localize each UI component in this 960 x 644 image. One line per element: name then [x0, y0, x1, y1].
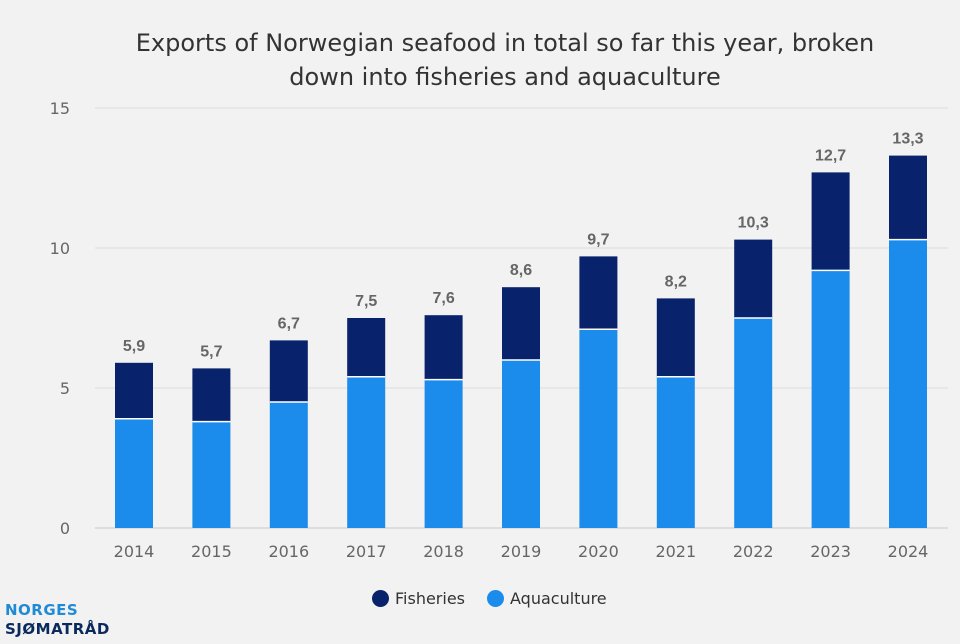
- bar-fisheries-2017: [347, 318, 386, 377]
- bar-fisheries-2018: [424, 315, 463, 380]
- legend-label-fisheries: Fisheries: [395, 589, 466, 608]
- bar-fisheries-2020: [579, 256, 618, 330]
- total-label-2022: 10,3: [738, 215, 769, 232]
- total-label-2021: 8,2: [665, 273, 687, 290]
- total-label-2023: 12,7: [815, 147, 846, 164]
- total-label-2018: 7,6: [432, 290, 454, 307]
- legend-item-aquaculture[interactable]: Aquaculture: [487, 589, 607, 608]
- x-tick-label-2017: 2017: [346, 542, 387, 561]
- total-label-2019: 8,6: [510, 262, 532, 279]
- bar-aquaculture-2019: [502, 360, 540, 528]
- bar-fisheries-2021: [656, 298, 695, 377]
- bar-aquaculture-2014: [115, 418, 153, 528]
- bar-fisheries-2014: [115, 362, 153, 419]
- x-tick-label-2022: 2022: [733, 542, 774, 561]
- x-tick-label-2014: 2014: [114, 542, 155, 561]
- total-label-2020: 9,7: [587, 231, 609, 248]
- x-tick-label-2020: 2020: [578, 542, 619, 561]
- x-tick-label-2015: 2015: [191, 542, 232, 561]
- x-tick-label-2016: 2016: [268, 542, 309, 561]
- logo-line-1: NORGES: [5, 601, 79, 619]
- bar-aquaculture-2024: [889, 239, 927, 528]
- y-tick-label: 5: [60, 379, 70, 398]
- bar-fisheries-2023: [811, 172, 850, 271]
- bar-fisheries-2015: [192, 368, 231, 422]
- legend-label-aquaculture: Aquaculture: [510, 589, 607, 608]
- y-tick-label: 0: [60, 519, 70, 538]
- bar-aquaculture-2018: [424, 379, 463, 528]
- x-tick-label-2019: 2019: [501, 542, 542, 561]
- logo-line-2: SJØMATRÅD: [5, 620, 110, 638]
- bar-aquaculture-2016: [269, 402, 308, 528]
- norges-sjomatrad-logo: NORGES SJØMATRÅD: [5, 601, 110, 639]
- x-tick-label-2024: 2024: [888, 542, 929, 561]
- total-label-2015: 5,7: [200, 343, 222, 360]
- y-tick-label: 15: [50, 99, 70, 118]
- total-label-2016: 6,7: [278, 315, 300, 332]
- bar-aquaculture-2015: [192, 421, 231, 528]
- bar-aquaculture-2017: [347, 376, 386, 528]
- legend-swatch-aquaculture: [487, 590, 505, 607]
- bar-fisheries-2024: [889, 155, 927, 240]
- x-tick-label-2021: 2021: [655, 542, 696, 561]
- total-label-2024: 13,3: [892, 131, 923, 148]
- bar-fisheries-2022: [734, 239, 773, 318]
- y-tick-label: 10: [50, 239, 70, 258]
- bar-aquaculture-2023: [811, 270, 850, 528]
- legend-item-fisheries[interactable]: Fisheries: [372, 589, 465, 608]
- bar-aquaculture-2020: [579, 329, 618, 528]
- bar-fisheries-2019: [502, 287, 540, 360]
- chart-title: Exports of Norwegian seafood in total so…: [90, 26, 920, 94]
- x-tick-label-2023: 2023: [810, 542, 851, 561]
- chart-title-line-2: down into fisheries and aquaculture: [289, 63, 721, 91]
- bar-aquaculture-2022: [734, 318, 773, 528]
- bar-aquaculture-2021: [656, 376, 695, 528]
- total-label-2014: 5,9: [123, 338, 145, 355]
- bar-fisheries-2016: [269, 340, 308, 402]
- x-tick-label-2018: 2018: [423, 542, 464, 561]
- chart-title-line-1: Exports of Norwegian seafood in total so…: [135, 29, 875, 57]
- legend-swatch-fisheries: [372, 590, 389, 607]
- chart-legend: Fisheries Aquaculture: [372, 589, 607, 608]
- total-label-2017: 7,5: [355, 293, 377, 310]
